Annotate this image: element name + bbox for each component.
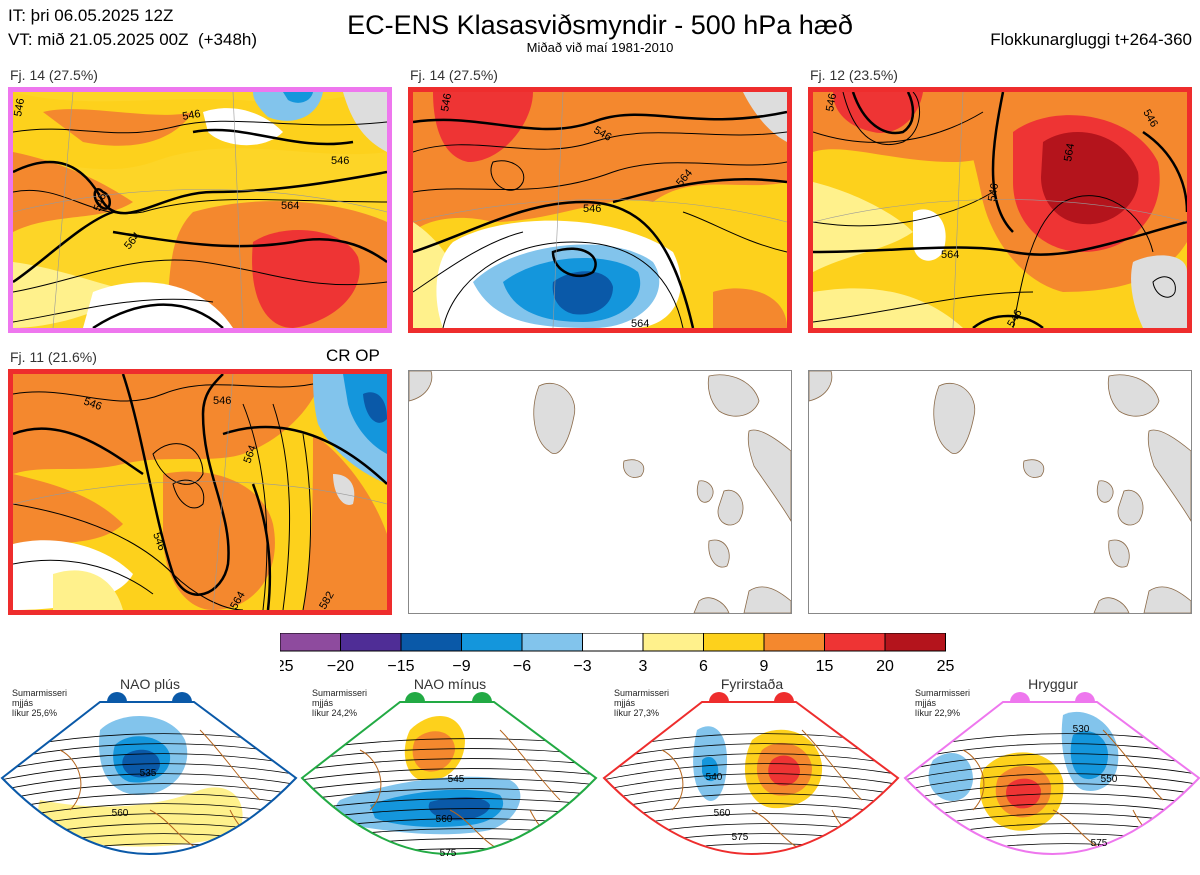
colorbar-tick-label: −6 [513, 658, 531, 675]
svg-text:546: 546 [986, 182, 1001, 202]
valid-time: VT: mið 21.05.2025 00Z (+348h) [8, 30, 258, 49]
svg-text:546: 546 [824, 92, 839, 112]
regime-title: NAO mínus [413, 676, 487, 692]
regime-note: Sumarmisseri mjjás líkur 25,6% [12, 688, 67, 718]
regime-map: 540 560 575 [602, 690, 902, 875]
regime-contour-label: 575 [440, 848, 457, 859]
regime-map: 535 560 [0, 690, 300, 875]
colorbar-tick-label: 20 [876, 658, 894, 675]
cluster-map-3: 546 546 564 546 564 546 [808, 87, 1192, 333]
regime-map: 545 560 575 [300, 690, 600, 875]
regime-note-line: Sumarmisseri [312, 688, 368, 698]
regime-note-line: líkur 22,9% [915, 708, 961, 718]
svg-text:546: 546 [13, 97, 27, 117]
colorbar-tick-label: −3 [573, 658, 591, 675]
regime-contour-label: 560 [112, 808, 129, 819]
regime-contour-label: 540 [706, 772, 723, 783]
svg-text:564: 564 [631, 318, 649, 328]
regime-title: NAO plús [120, 676, 180, 692]
svg-text:546: 546 [181, 108, 201, 123]
colorbar-swatch [884, 632, 946, 652]
regime-note-line: mjjás [915, 698, 937, 708]
cluster-2-label: Fj. 14 (27.5%) [410, 67, 498, 83]
svg-text:546: 546 [583, 203, 601, 215]
cluster-map-4: 546 546 564 546 564 582 [8, 369, 392, 615]
colorbar-tick-label: −9 [452, 658, 470, 675]
colorbar-swatch [582, 632, 644, 652]
svg-text:546: 546 [82, 396, 103, 414]
page-subtitle: Miðað við maí 1981-2010 [526, 40, 674, 55]
regime-note-line: mjjás [312, 698, 334, 708]
regime-contour-label: 530 [1073, 724, 1090, 735]
colorbar-swatch [642, 632, 704, 652]
colorbar-swatch [400, 632, 462, 652]
colorbar-swatch [461, 632, 523, 652]
colorbar-swatch [521, 632, 583, 652]
regime-note-line: mjjás [614, 698, 636, 708]
svg-text:564: 564 [281, 200, 299, 212]
regime-note: Sumarmisseri mjjás líkur 27,3% [614, 688, 669, 718]
colorbar-tick-label: 9 [760, 658, 769, 675]
control-operational-label: CR OP [326, 346, 380, 365]
colorbar-tick-label: 25 [937, 658, 955, 675]
empty-map-6 [808, 370, 1192, 614]
regime-note-line: Sumarmisseri [915, 688, 971, 698]
regime-note-line: Sumarmisseri [12, 688, 68, 698]
regime-contour-label: 560 [436, 814, 453, 825]
cluster-3-label: Fj. 12 (23.5%) [810, 67, 898, 83]
svg-text:546: 546 [213, 395, 231, 407]
colorbar-tick-label: −15 [387, 658, 414, 675]
colorbar-tick-label: −25 [280, 658, 294, 675]
colorbar-tick-label: −20 [327, 658, 354, 675]
regime-contour-label: 535 [140, 768, 157, 779]
regime-title: Hryggur [1028, 676, 1078, 692]
regime-note-line: líkur 25,6% [12, 708, 58, 718]
colorbar-swatch [279, 632, 341, 652]
regime-note-line: líkur 24,2% [312, 708, 358, 718]
regime-note: Sumarmisseri mjjás líkur 22,9% [915, 688, 970, 718]
cluster-1-label: Fj. 14 (27.5%) [10, 67, 98, 83]
regime-note-line: Sumarmisseri [614, 688, 670, 698]
svg-text:564: 564 [242, 444, 260, 465]
colorbar-tick-label: 6 [699, 658, 708, 675]
regime-contour-label: 545 [448, 774, 465, 785]
regime-contour-label: 575 [732, 832, 749, 843]
regime-contour-label: 560 [714, 808, 731, 819]
regime-note-line: mjjás [12, 698, 34, 708]
svg-text:564: 564 [1062, 142, 1077, 162]
colorbar: −25 −20 −15 −9 −6 −3 3 6 9 15 20 25 [266, 632, 960, 683]
colorbar-swatch [824, 632, 886, 652]
svg-text:546: 546 [150, 531, 168, 552]
page-title: EC-ENS Klasasviðsmyndir - 500 hPa hæð [347, 10, 853, 40]
cluster-4-label: Fj. 11 (21.6%) [10, 349, 97, 365]
colorbar-swatch [763, 632, 825, 652]
regime-note-line: líkur 27,3% [614, 708, 660, 718]
svg-text:546: 546 [439, 92, 454, 112]
regime-map: 530 550 575 [903, 690, 1200, 875]
svg-text:564: 564 [941, 249, 959, 261]
regime-title: Fyrirstaða [720, 676, 784, 692]
svg-text:546: 546 [331, 155, 349, 167]
init-time: IT: þri 06.05.2025 12Z [8, 6, 174, 25]
regime-note: Sumarmisseri mjjás líkur 24,2% [312, 688, 367, 718]
colorbar-tick-label: 15 [816, 658, 834, 675]
regime-contour-label: 575 [1091, 838, 1108, 849]
cluster-map-1: 546 546 564 546 564 546 [8, 87, 392, 333]
regime-contour-label: 550 [1101, 774, 1118, 785]
empty-map-5 [408, 370, 792, 614]
colorbar-swatch [703, 632, 765, 652]
classification-window: Flokkunargluggi t+264-360 [990, 30, 1192, 49]
cluster-map-2: 546 564 546 564 546 [408, 87, 792, 333]
svg-text:546: 546 [92, 192, 110, 213]
colorbar-swatch [340, 632, 402, 652]
colorbar-tick-label: 3 [639, 658, 648, 675]
